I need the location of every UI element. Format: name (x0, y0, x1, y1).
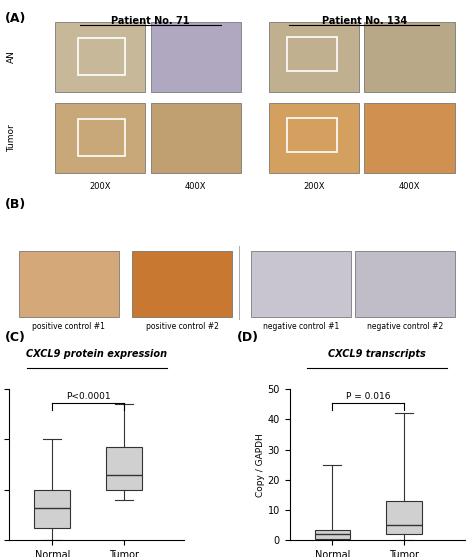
PathPatch shape (106, 447, 142, 490)
Bar (365, 103, 455, 173)
Text: (D): (D) (237, 331, 259, 344)
Bar (287, 37, 337, 71)
Text: 400X: 400X (185, 182, 206, 191)
Bar (269, 22, 359, 92)
Bar (356, 251, 456, 317)
Bar (78, 119, 125, 156)
Text: 200X: 200X (303, 182, 325, 191)
Bar (269, 103, 359, 173)
PathPatch shape (315, 530, 350, 539)
Text: CXCL9 protein expression: CXCL9 protein expression (27, 349, 167, 359)
Text: CXCL9 transcripts: CXCL9 transcripts (328, 349, 426, 359)
Bar (132, 251, 232, 317)
Bar (151, 22, 241, 92)
Bar (251, 251, 351, 317)
Text: (A): (A) (5, 12, 26, 25)
Text: Tumor: Tumor (7, 124, 16, 152)
Text: Patient No. 134: Patient No. 134 (322, 17, 407, 26)
Text: (C): (C) (5, 331, 26, 344)
PathPatch shape (35, 490, 70, 527)
Text: Patient No. 71: Patient No. 71 (111, 17, 190, 26)
Text: negative control #2: negative control #2 (367, 323, 444, 331)
Bar (18, 251, 118, 317)
Bar (78, 38, 125, 75)
Bar (55, 22, 145, 92)
Text: AN: AN (7, 51, 16, 63)
Text: (B): (B) (5, 198, 26, 211)
Text: positive control #2: positive control #2 (146, 323, 219, 331)
Text: negative control #1: negative control #1 (263, 323, 339, 331)
Bar (287, 119, 337, 152)
Bar (151, 103, 241, 173)
Text: positive control #1: positive control #1 (32, 323, 105, 331)
Y-axis label: Copy / GAPDH: Copy / GAPDH (255, 433, 264, 496)
Bar (55, 103, 145, 173)
PathPatch shape (386, 501, 422, 534)
Text: P = 0.016: P = 0.016 (346, 392, 390, 401)
Text: P<0.0001: P<0.0001 (66, 392, 110, 401)
Bar (365, 22, 455, 92)
Text: 200X: 200X (89, 182, 111, 191)
Text: 400X: 400X (399, 182, 420, 191)
